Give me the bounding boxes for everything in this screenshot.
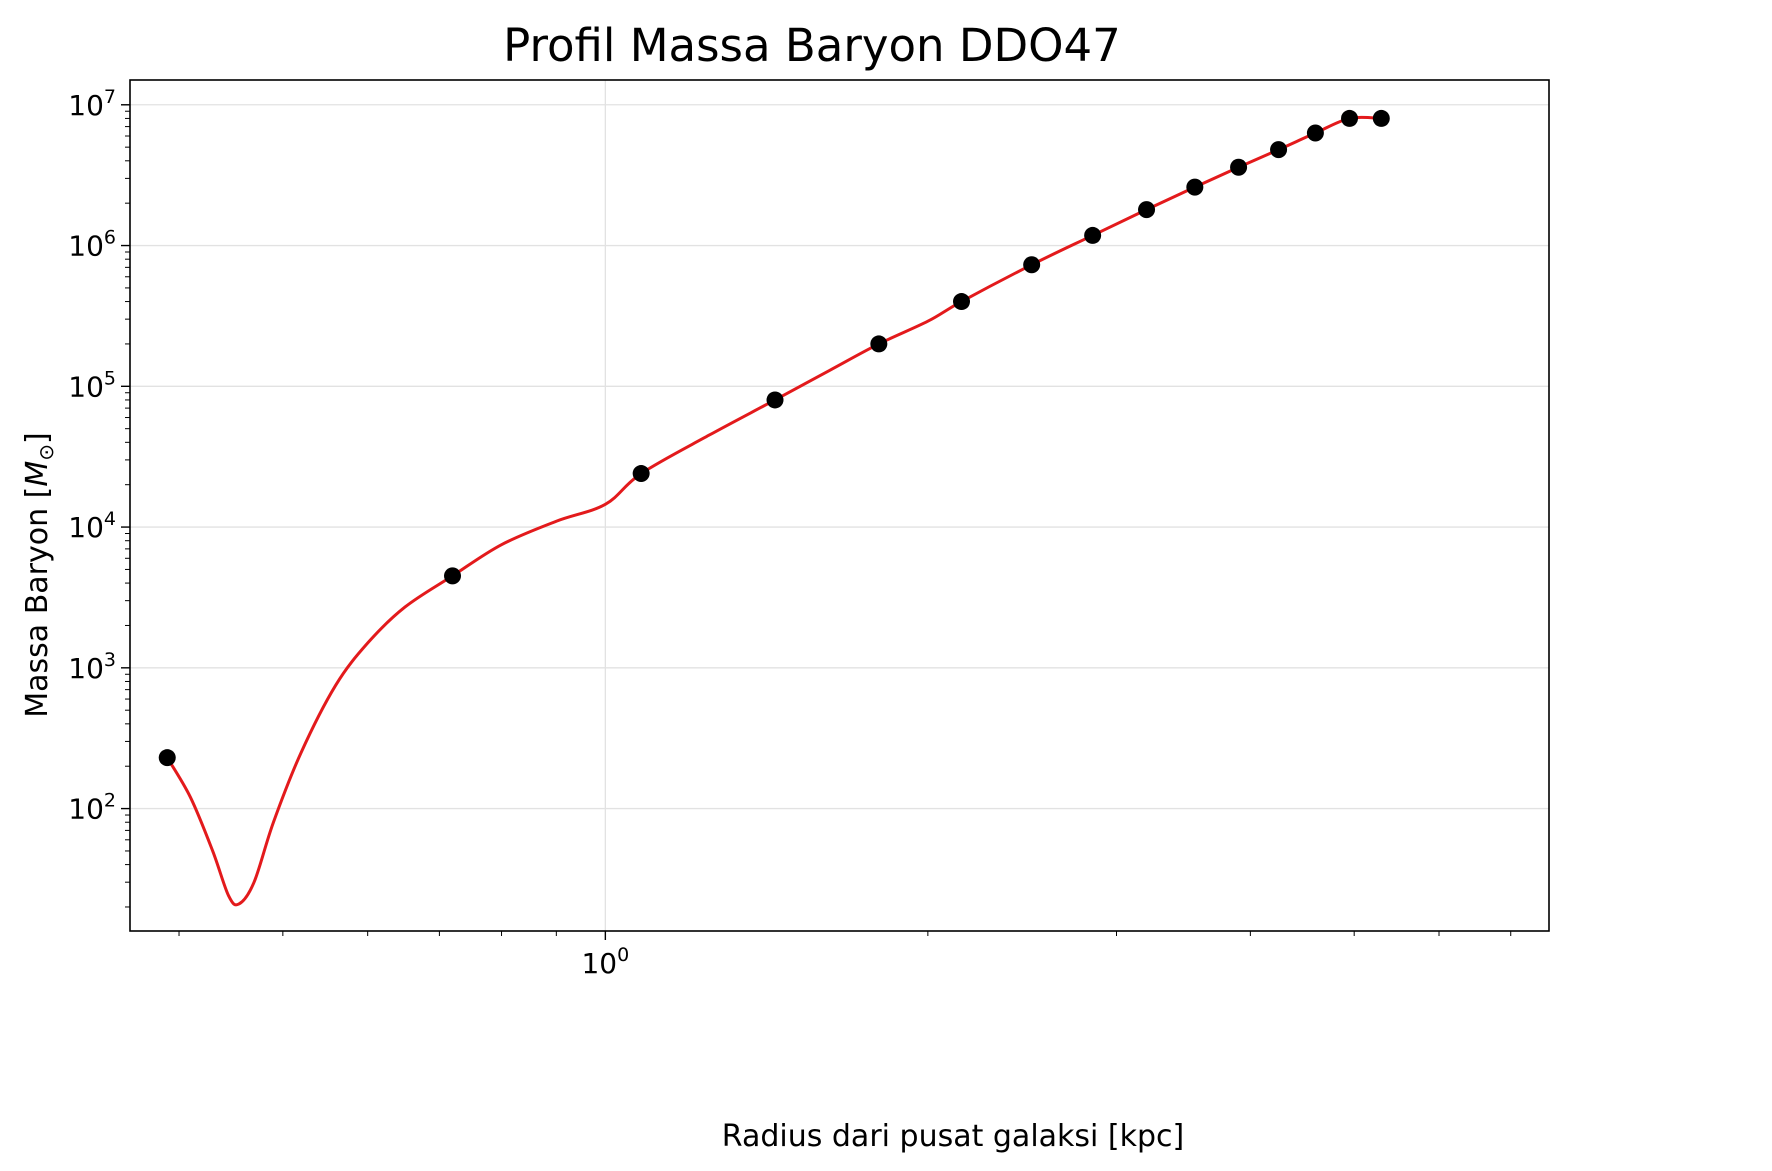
data-point (1084, 226, 1102, 244)
y-axis-label-text: Massa Baryon [ (20, 487, 55, 718)
y-tick-label: 105 (68, 367, 116, 403)
data-point (1186, 178, 1204, 196)
data-point (158, 749, 176, 767)
data-point (1023, 256, 1041, 274)
y-axis-label-close: ] (20, 432, 55, 444)
y-axis-label-symbol: M (20, 461, 55, 487)
y-tick-label: 104 (68, 508, 116, 544)
x-axis-label: Radius dari pusat galaksi [kpc] (722, 1119, 1184, 1154)
data-point (766, 391, 784, 409)
y-tick-label: 102 (68, 790, 116, 826)
data-point (1230, 158, 1248, 176)
y-axis-label: Massa Baryon [M⊙] (20, 432, 58, 717)
y-tick-label: 106 (68, 227, 116, 263)
axis-ticks: 100 102 103 104 105 106 107 (68, 86, 1512, 980)
y-tick-label: 107 (68, 86, 116, 122)
y-axis-label-subscript: ⊙ (34, 444, 58, 461)
data-point (444, 567, 462, 585)
data-point (870, 335, 888, 353)
series-line-baryon-mass (165, 115, 1382, 907)
data-point (953, 293, 971, 311)
grid (130, 80, 1549, 931)
chart-title: Profil Massa Baryon DDO47 (503, 19, 1121, 72)
data-point (1270, 141, 1288, 159)
data-point (1306, 124, 1324, 142)
x-tick-label: 100 (581, 944, 629, 980)
data-point (1341, 109, 1359, 127)
y-tick-label: 103 (68, 649, 116, 685)
data-point (1372, 109, 1390, 127)
plot-frame (129, 79, 1550, 932)
data-point (1138, 201, 1156, 219)
data-point (632, 465, 650, 483)
plot-series (158, 109, 1390, 907)
